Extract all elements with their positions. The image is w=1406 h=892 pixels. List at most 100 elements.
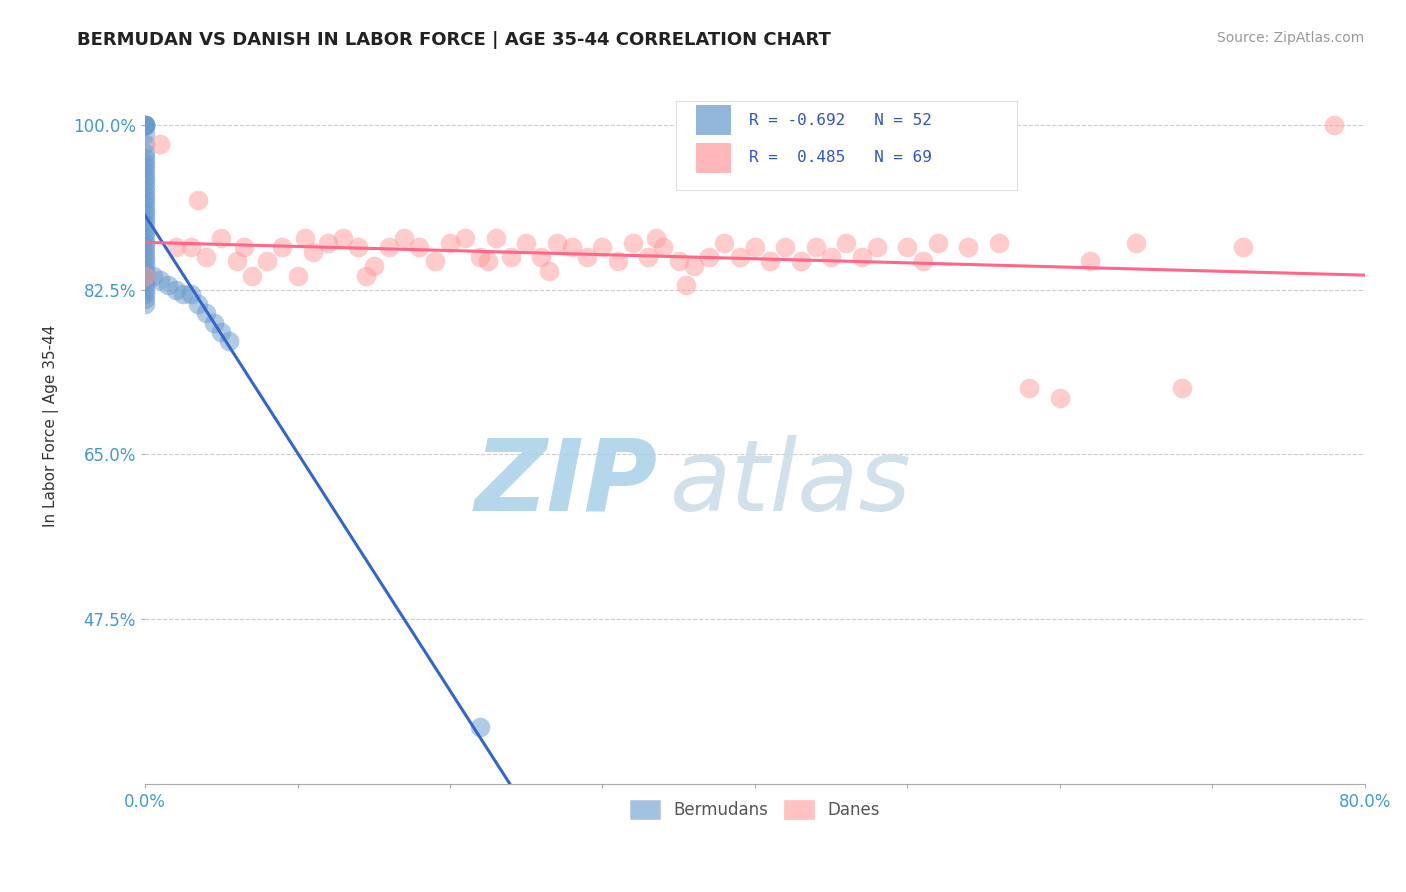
Point xyxy=(134,254,156,268)
Point xyxy=(180,240,202,254)
Point xyxy=(134,136,156,151)
Point xyxy=(134,240,156,254)
Text: BERMUDAN VS DANISH IN LABOR FORCE | AGE 35-44 CORRELATION CHART: BERMUDAN VS DANISH IN LABOR FORCE | AGE … xyxy=(77,31,831,49)
Point xyxy=(134,155,156,169)
Point xyxy=(149,273,172,287)
Point xyxy=(1049,391,1071,405)
Point xyxy=(156,277,179,292)
Point xyxy=(744,240,766,254)
Point xyxy=(165,283,187,297)
Point xyxy=(134,202,156,217)
Legend: Bermudans, Danes: Bermudans, Danes xyxy=(623,793,887,825)
Point xyxy=(423,254,446,268)
Point xyxy=(195,250,218,264)
Point xyxy=(134,118,156,132)
Point xyxy=(713,235,735,250)
Point xyxy=(652,240,675,254)
Point xyxy=(683,259,706,273)
Point xyxy=(538,264,561,278)
Point xyxy=(294,231,316,245)
Point xyxy=(820,250,842,264)
Point xyxy=(134,283,156,297)
Point xyxy=(134,297,156,311)
Point xyxy=(134,245,156,260)
Point xyxy=(134,165,156,179)
Point xyxy=(195,306,218,320)
Point xyxy=(209,231,232,245)
Point xyxy=(287,268,309,283)
Point xyxy=(591,240,613,254)
Point xyxy=(134,118,156,132)
Point xyxy=(134,287,156,301)
Point xyxy=(477,254,499,268)
Point xyxy=(561,240,583,254)
Point xyxy=(332,231,354,245)
Point xyxy=(835,235,858,250)
Point xyxy=(927,235,949,250)
Point xyxy=(218,334,240,349)
Point xyxy=(1232,240,1254,254)
Point xyxy=(789,254,811,268)
Point xyxy=(240,268,263,283)
Point xyxy=(454,231,477,245)
Point xyxy=(134,221,156,235)
Point xyxy=(394,231,416,245)
FancyBboxPatch shape xyxy=(676,101,1017,190)
Point xyxy=(134,235,156,250)
Point xyxy=(987,235,1010,250)
Point xyxy=(134,231,156,245)
Point xyxy=(759,254,782,268)
Point xyxy=(134,250,156,264)
Point xyxy=(202,316,225,330)
Point xyxy=(233,240,256,254)
Point xyxy=(1018,382,1040,396)
Point xyxy=(499,250,522,264)
Point xyxy=(209,325,232,339)
Point xyxy=(134,226,156,240)
Point xyxy=(804,240,827,254)
Point xyxy=(149,136,172,151)
Point xyxy=(134,118,156,132)
Point xyxy=(606,254,628,268)
Point xyxy=(470,720,492,734)
Point xyxy=(530,250,553,264)
Point xyxy=(316,235,339,250)
Point xyxy=(347,240,370,254)
Y-axis label: In Labor Force | Age 35-44: In Labor Force | Age 35-44 xyxy=(44,325,59,527)
Point xyxy=(271,240,294,254)
Point xyxy=(911,254,934,268)
Bar xyxy=(696,143,731,173)
Point xyxy=(728,250,751,264)
Point xyxy=(668,254,690,268)
Point xyxy=(134,161,156,175)
Point xyxy=(439,235,461,250)
Point xyxy=(134,277,156,292)
Point xyxy=(256,254,278,268)
Point xyxy=(866,240,889,254)
Point xyxy=(134,174,156,188)
Point xyxy=(172,287,194,301)
Point xyxy=(134,207,156,221)
Point xyxy=(134,268,156,283)
Point xyxy=(363,259,385,273)
Point xyxy=(546,235,568,250)
Point xyxy=(134,179,156,194)
Point xyxy=(134,268,156,283)
Point xyxy=(134,146,156,161)
Point xyxy=(576,250,599,264)
Text: R = -0.692   N = 52: R = -0.692 N = 52 xyxy=(749,112,932,128)
Point xyxy=(225,254,247,268)
Point xyxy=(134,292,156,306)
Point xyxy=(165,240,187,254)
Point xyxy=(470,250,492,264)
Point xyxy=(515,235,537,250)
Point xyxy=(134,184,156,198)
Point xyxy=(775,240,797,254)
Point xyxy=(187,297,209,311)
Point xyxy=(142,268,165,283)
Point xyxy=(1125,235,1147,250)
Point xyxy=(180,287,202,301)
Text: Source: ZipAtlas.com: Source: ZipAtlas.com xyxy=(1216,31,1364,45)
Point xyxy=(134,273,156,287)
Point xyxy=(354,268,377,283)
